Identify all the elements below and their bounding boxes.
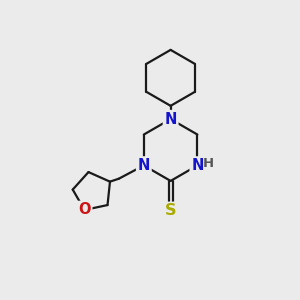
Text: N: N bbox=[138, 158, 150, 173]
Text: N: N bbox=[191, 158, 204, 173]
Text: N: N bbox=[164, 112, 177, 127]
Text: H: H bbox=[203, 158, 214, 170]
Text: S: S bbox=[165, 203, 176, 218]
Text: O: O bbox=[78, 202, 91, 217]
